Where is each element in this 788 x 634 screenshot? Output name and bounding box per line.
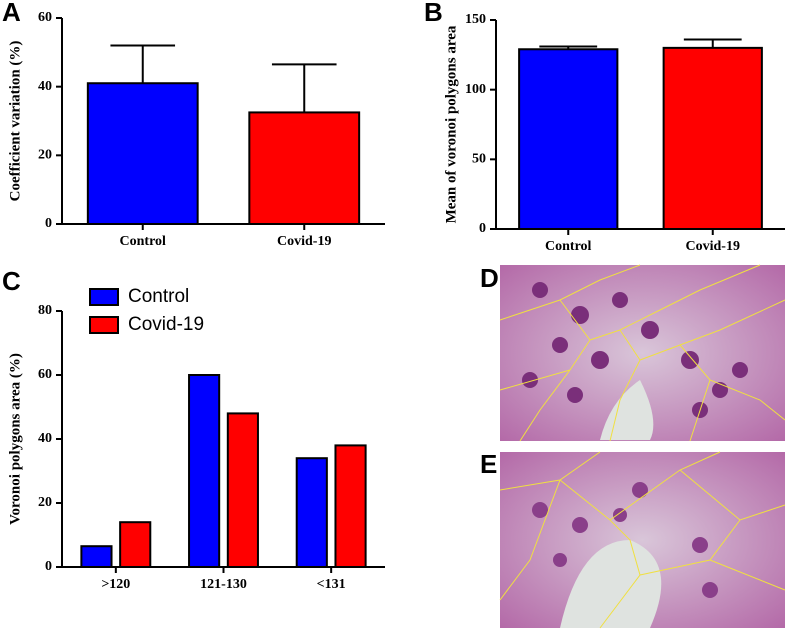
x-tick-label: Covid-19: [277, 234, 331, 249]
panel-label: D: [480, 263, 499, 293]
y-tick-label: 0: [45, 216, 52, 231]
legend-label: Control: [128, 286, 189, 307]
y-axis-label: Voronoi polygons area (%): [7, 353, 23, 525]
micrograph-e: [499, 451, 786, 629]
legend-label: Covid-19: [128, 314, 204, 335]
y-tick-label: 20: [38, 148, 52, 163]
y-tick-label: 80: [38, 303, 52, 318]
panel-label: C: [2, 266, 21, 296]
bar: [80, 545, 113, 569]
y-tick-label: 40: [38, 79, 52, 94]
y-tick-label: 0: [45, 559, 52, 574]
bar: [248, 111, 361, 225]
voronoi-edges: [499, 451, 786, 629]
legend-swatch: [89, 288, 119, 306]
bar: [295, 457, 328, 569]
y-axis-label: Mean of voronoi polygons area: [443, 25, 459, 223]
x-tick-label: Covid-19: [686, 239, 740, 254]
panel-label: A: [2, 0, 21, 27]
voronoi-edges: [499, 264, 786, 442]
y-tick-label: 60: [38, 367, 52, 382]
bar: [334, 444, 367, 568]
lumen: [600, 380, 654, 440]
panel-label: E: [480, 449, 497, 479]
x-tick-label: >120: [101, 577, 130, 592]
y-tick-label: 60: [38, 10, 52, 25]
bar: [226, 412, 259, 568]
nuclei: [532, 482, 718, 598]
x-tick-label: Control: [545, 239, 592, 254]
y-tick-label: 40: [38, 431, 52, 446]
bar: [662, 46, 763, 230]
y-tick-label: 100: [465, 82, 486, 97]
y-axis-label: Coefficient variation (%): [7, 41, 23, 202]
y-tick-label: 0: [479, 221, 486, 236]
panel-label: B: [424, 0, 443, 27]
micrograph-d: [499, 264, 786, 442]
legend-swatch: [89, 316, 119, 334]
bar: [188, 374, 221, 568]
y-tick-label: 20: [38, 495, 52, 510]
bar: [518, 48, 619, 231]
nuclei: [522, 282, 748, 418]
y-tick-label: 50: [472, 152, 486, 167]
bar: [86, 82, 199, 225]
x-tick-label: 121-130: [200, 577, 247, 592]
x-tick-label: <131: [317, 577, 346, 592]
bar: [119, 521, 152, 569]
y-tick-label: 150: [465, 12, 486, 27]
x-tick-label: Control: [120, 234, 167, 249]
